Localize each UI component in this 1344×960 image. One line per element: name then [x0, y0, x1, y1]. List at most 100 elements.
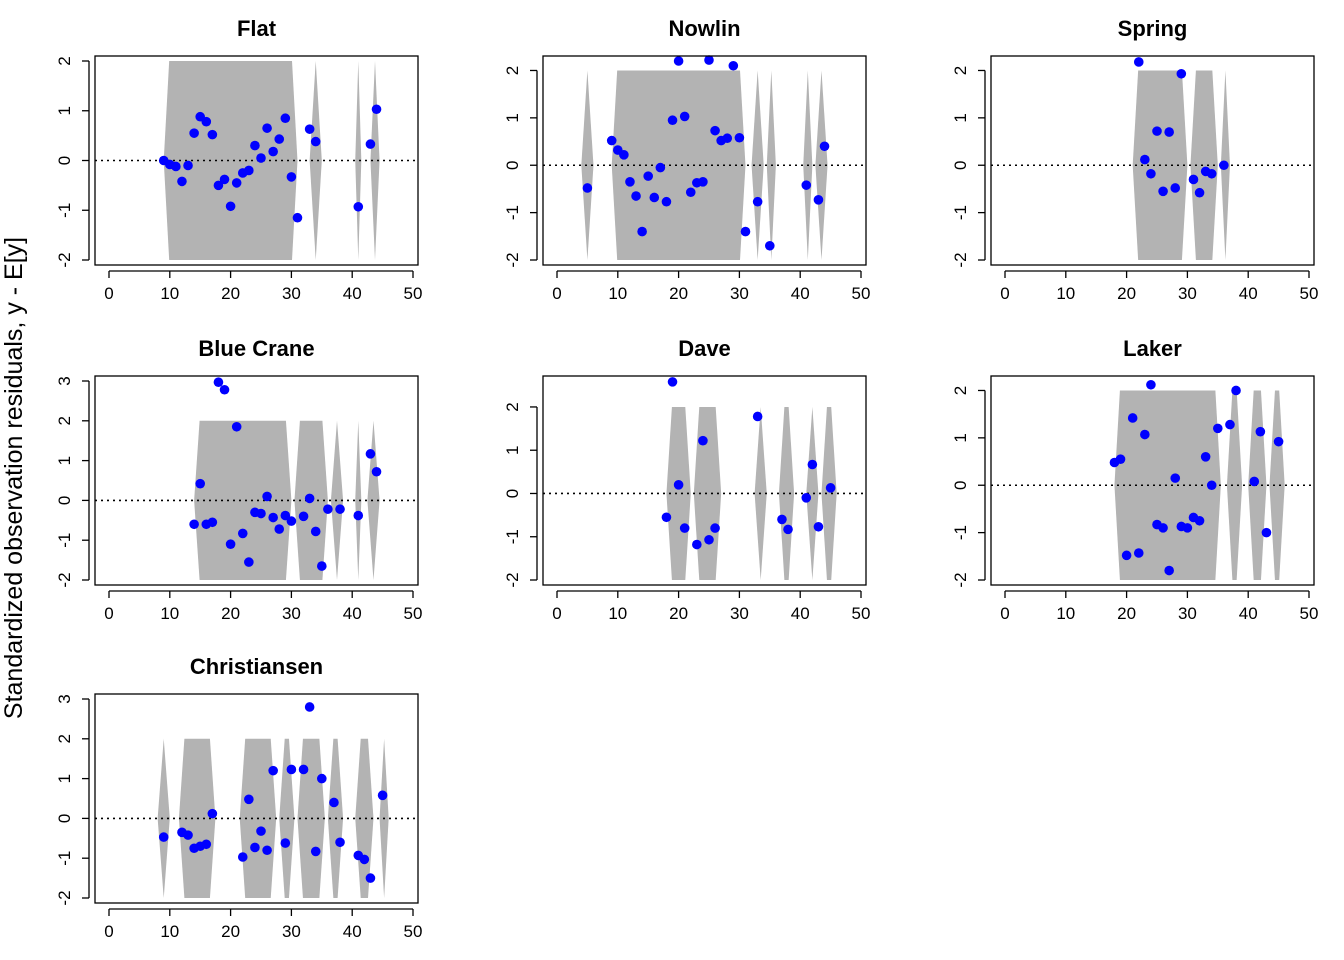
- residual-point: [237, 528, 248, 539]
- residual-point: [262, 845, 272, 856]
- confidence-band: [666, 406, 691, 580]
- residual-point: [1133, 548, 1144, 558]
- x-tick-label: 30: [282, 604, 301, 623]
- residual-point: [752, 411, 763, 422]
- residual-point: [323, 504, 333, 514]
- residual-point: [304, 702, 315, 712]
- residual-point: [777, 514, 787, 525]
- y-tick-label: 2: [55, 734, 74, 743]
- residual-point: [1146, 379, 1156, 390]
- residual-point: [1121, 550, 1132, 561]
- y-tick-label: 1: [503, 445, 522, 454]
- residual-point: [268, 765, 278, 776]
- x-tick-label: 0: [104, 604, 113, 623]
- x-tick-label: 0: [552, 604, 561, 623]
- panel-dave: 0 10 20 30 40 50 -2 -1 0 1 2 Dave: [503, 336, 870, 623]
- residual-point: [1152, 126, 1162, 136]
- y-tick-label: 2: [503, 402, 522, 411]
- residual-point: [765, 240, 775, 251]
- y-tick-label: -2: [55, 252, 74, 267]
- x-tick-label: 40: [791, 284, 810, 303]
- x-tick-label: 40: [1239, 604, 1258, 623]
- panel-title: Flat: [237, 16, 277, 41]
- residual-point: [244, 557, 254, 567]
- x-tick-label: 20: [669, 284, 688, 303]
- confidence-band: [279, 738, 295, 898]
- x-tick-label: 50: [852, 604, 871, 623]
- residual-point: [365, 873, 376, 883]
- x-tick-label: 0: [552, 284, 561, 303]
- residual-point: [1176, 68, 1187, 79]
- residual-point: [783, 524, 793, 535]
- x-tick-label: 40: [343, 284, 362, 303]
- residual-point: [280, 510, 291, 521]
- residual-point: [643, 171, 653, 181]
- residual-point: [1158, 523, 1168, 533]
- y-tick-label: -2: [503, 572, 522, 587]
- x-tick-label: 50: [404, 284, 423, 303]
- residual-point: [365, 449, 376, 459]
- x-tick-label: 10: [608, 604, 627, 623]
- confidence-band: [821, 406, 837, 580]
- panel-title: Dave: [678, 336, 731, 361]
- residual-point: [728, 60, 739, 71]
- residual-point: [268, 512, 278, 523]
- residual-point: [189, 128, 199, 138]
- residual-point: [310, 526, 321, 537]
- residual-point: [335, 504, 345, 514]
- residual-point: [679, 523, 690, 533]
- residual-point: [667, 377, 678, 387]
- residual-point: [317, 773, 327, 784]
- x-tick-label: 10: [160, 604, 179, 623]
- confidence-band: [815, 70, 828, 260]
- x-tick-label: 50: [1300, 284, 1319, 303]
- residual-point: [231, 421, 242, 432]
- residual-point: [807, 459, 818, 470]
- residual-point: [1213, 423, 1223, 434]
- residual-point: [189, 519, 199, 530]
- residual-point: [1206, 480, 1217, 491]
- x-tick-label: 40: [1239, 284, 1258, 303]
- confidence-band: [194, 420, 292, 580]
- panel-spring: 0 10 20 30 40 50 -2 -1 0 1 2 Spring: [951, 16, 1318, 303]
- y-tick-label: 1: [55, 456, 74, 465]
- residual-point: [637, 226, 647, 237]
- residual-point: [1170, 183, 1181, 193]
- residual-point: [256, 826, 266, 836]
- residual-point: [225, 539, 236, 549]
- y-tick-label: 0: [55, 814, 74, 823]
- y-tick-label: 2: [55, 56, 74, 65]
- x-tick-label: 50: [404, 604, 423, 623]
- residual-point: [673, 480, 684, 490]
- residual-point: [1146, 168, 1156, 179]
- confidence-band: [581, 70, 594, 260]
- residual-point: [304, 124, 315, 134]
- x-tick-label: 30: [1178, 604, 1197, 623]
- y-tick-label: -2: [55, 572, 74, 587]
- x-tick-label: 50: [1300, 604, 1319, 623]
- residual-point: [1170, 473, 1181, 483]
- confidence-band: [309, 61, 322, 260]
- residual-point: [619, 150, 629, 160]
- x-tick-label: 20: [1117, 604, 1136, 623]
- y-tick-label: 1: [951, 113, 970, 122]
- y-tick-label: -1: [503, 205, 522, 220]
- residual-point: [1231, 385, 1241, 396]
- x-tick-label: 30: [730, 604, 749, 623]
- x-tick-label: 10: [608, 284, 627, 303]
- y-tick-label: -1: [55, 203, 74, 218]
- residual-point: [286, 172, 297, 182]
- y-tick-label: 1: [55, 774, 74, 783]
- x-tick-label: 20: [221, 922, 240, 941]
- panel-blue-crane: 0 10 20 30 40 50 -2 -1 0 1 2 3 Blue Crane: [55, 336, 422, 623]
- residual-point: [1194, 515, 1205, 526]
- residual-point: [310, 136, 321, 147]
- residual-point: [371, 466, 382, 477]
- residual-point: [1182, 523, 1193, 533]
- residual-point: [292, 212, 303, 223]
- residual-point: [752, 196, 763, 207]
- residual-point: [1115, 454, 1126, 464]
- x-tick-label: 0: [104, 284, 113, 303]
- confidence-band: [751, 70, 764, 260]
- x-tick-label: 40: [343, 604, 362, 623]
